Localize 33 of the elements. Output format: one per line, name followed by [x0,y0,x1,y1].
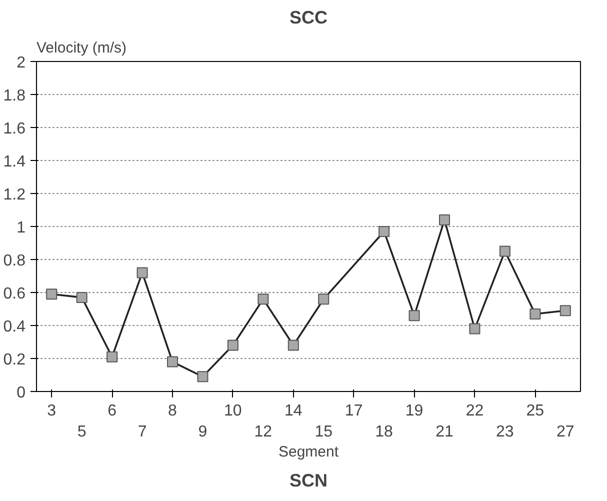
x-tick-label: 3 [47,402,56,420]
y-tick-label: 1.6 [3,120,26,138]
x-tick-label: 22 [466,402,484,420]
y-tick-label: 1 [16,220,26,236]
y-tick-label: 0.2 [3,352,26,368]
x-tick-label: 18 [375,424,394,440]
x-tick-label: 15 [314,424,333,440]
y-tick-label: 0 [16,384,26,402]
x-tick-label: 7 [138,424,147,440]
x-tick-label: 17 [344,402,363,420]
x-tick-label: 23 [496,424,514,440]
y-tick-label: 2 [16,54,26,72]
x-tick-label: 6 [108,402,117,420]
x-tick-label: 12 [254,424,272,440]
text: SCN [290,470,328,490]
x-tick-label: 9 [198,424,208,440]
y-tick-label: 0.8 [3,252,26,270]
x-tick-label: 14 [284,402,302,420]
x-tick-label: 5 [77,424,86,440]
y-tick-label: 1.2 [3,186,26,204]
x-axis-title: Segment [278,444,340,460]
y-tick-label: 1.8 [3,88,26,104]
x-tick-label: 8 [168,402,178,420]
y-tick-label: 0.4 [3,318,26,336]
x-tick-label: 19 [405,402,424,420]
x-tick-label: 27 [556,424,574,440]
x-tick-label: 21 [436,424,454,440]
y-tick-label: 0.6 [3,286,26,302]
chart-title: SCC [290,8,328,28]
y-tick-label: 1.4 [3,154,26,170]
x-tick-label: 10 [224,402,242,420]
y-axis-title: Velocity (m/s) [36,40,127,56]
x-tick-label: 25 [526,402,544,420]
